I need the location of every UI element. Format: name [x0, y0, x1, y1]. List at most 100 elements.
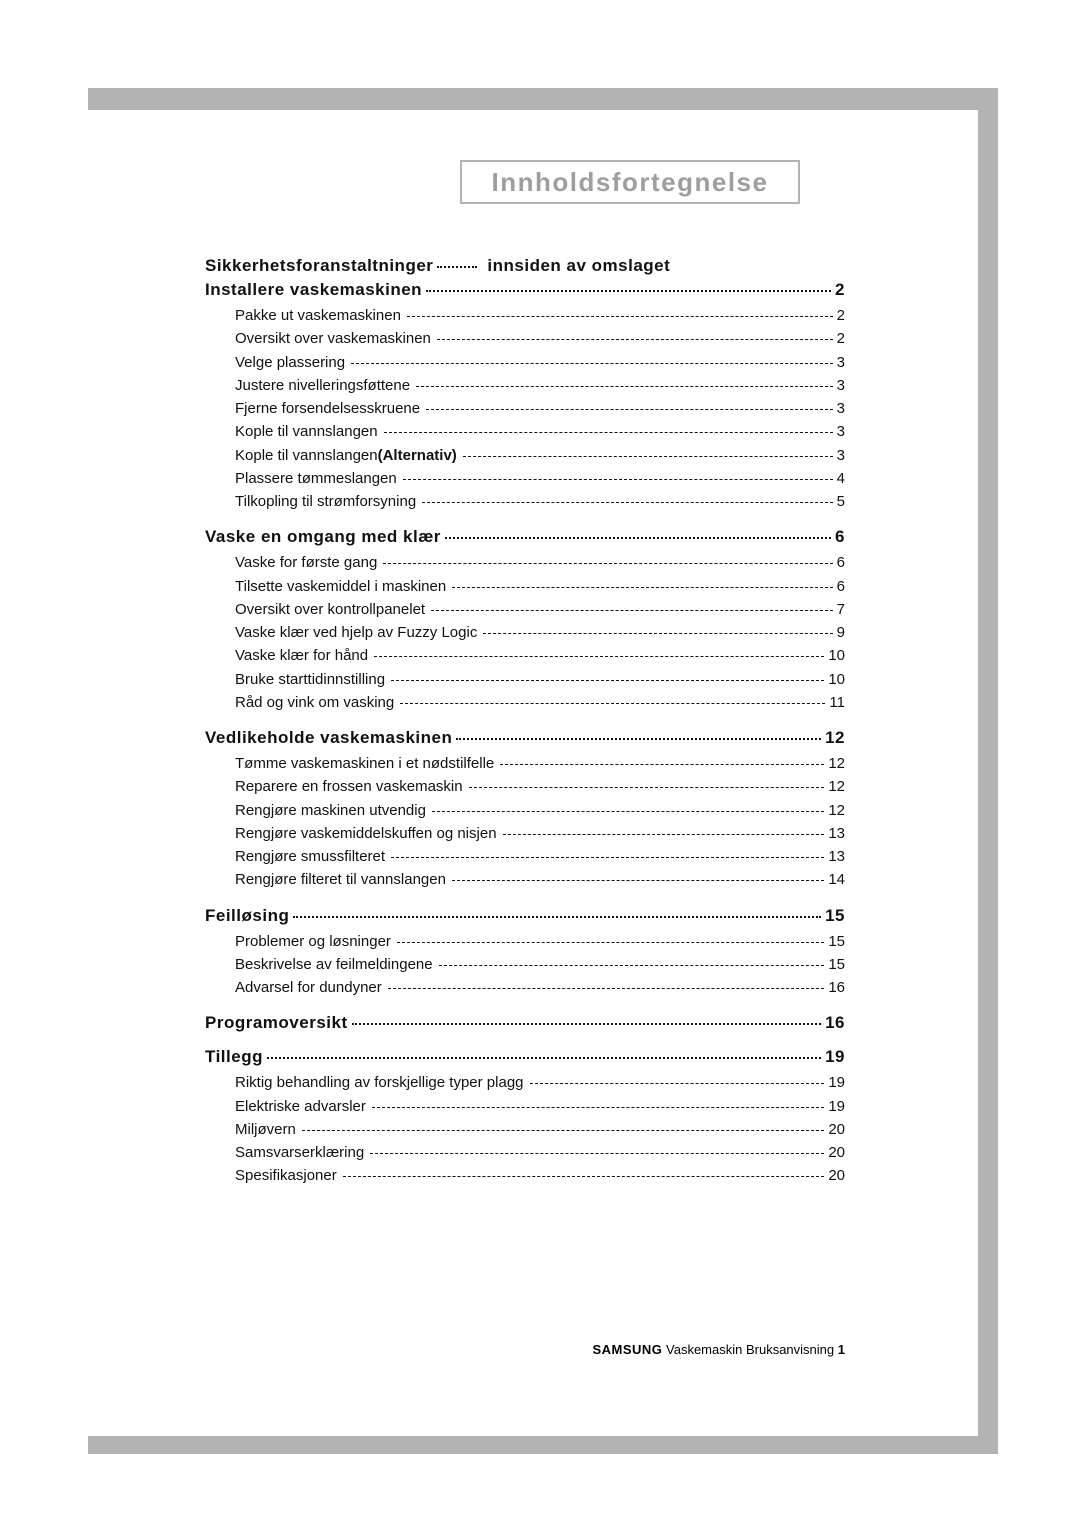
toc-item-label: Miljøvern	[235, 1118, 296, 1141]
toc-first-right: innsiden av omslaget	[487, 256, 670, 276]
toc-section-row: Programoversikt 16	[205, 1013, 845, 1033]
toc-item-label: Kople til vannslangen	[235, 444, 378, 467]
toc-item-page: 3	[837, 397, 845, 420]
toc-item-label: Kople til vannslangen	[235, 420, 378, 443]
toc-item-page: 2	[837, 304, 845, 327]
leader	[452, 880, 824, 881]
toc-item-page: 3	[837, 351, 845, 374]
toc-item-label: Vaske klær for hånd	[235, 644, 368, 667]
toc-item-label: Rengjøre maskinen utvendig	[235, 799, 426, 822]
toc-section-title: Programoversikt	[205, 1013, 348, 1033]
toc-item-row: Reparere en frossen vaskemaskin12	[235, 775, 845, 798]
footer-page-num: 1	[838, 1342, 845, 1357]
leader	[267, 1057, 821, 1059]
footer-text: Vaskemaskin Bruksanvisning	[666, 1342, 834, 1357]
toc-item-row: Råd og vink om vasking11	[235, 691, 845, 714]
decor-top-bar	[88, 88, 998, 110]
toc-item-page: 16	[828, 976, 845, 999]
toc-item-page: 20	[828, 1118, 845, 1141]
toc-item-row: Samsvarserklæring20	[235, 1141, 845, 1164]
toc-item-row: Kople til vannslangen3	[235, 420, 845, 443]
toc-section-page: 19	[825, 1047, 845, 1067]
toc-item-page: 6	[837, 551, 845, 574]
toc-item-row: Vaske klær ved hjelp av Fuzzy Logic 9	[235, 621, 845, 644]
toc-item-label: Reparere en frossen vaskemaskin	[235, 775, 463, 798]
toc-item-page: 10	[828, 644, 845, 667]
toc-item-page: 3	[837, 444, 845, 467]
toc-section-title: Tillegg	[205, 1047, 263, 1067]
toc-section-row: Installere vaskemaskinen2	[205, 280, 845, 300]
toc-item-label: Advarsel for dundyner	[235, 976, 382, 999]
toc-item-page: 6	[837, 575, 845, 598]
toc-first-line: Sikkerhetsforanstaltninger innsiden av o…	[205, 256, 845, 276]
leader	[403, 479, 833, 480]
toc-item-row: Justere nivelleringsføttene3	[235, 374, 845, 397]
toc-item-label: Vaske for første gang	[235, 551, 377, 574]
toc-section-title: Installere vaskemaskinen	[205, 280, 422, 300]
toc-item-page: 4	[837, 467, 845, 490]
leader	[302, 1130, 824, 1131]
leader	[437, 266, 477, 268]
toc-item-page: 9	[837, 621, 845, 644]
decor-bottom-bar	[88, 1436, 998, 1454]
toc-item-row: Vaske for første gang 6	[235, 551, 845, 574]
leader	[400, 703, 825, 704]
toc-item-label: Velge plassering	[235, 351, 345, 374]
toc-section-row: Feilløsing15	[205, 906, 845, 926]
toc-section-page: 16	[825, 1013, 845, 1033]
toc-item-row: Rengjøre smussfilteret 13	[235, 845, 845, 868]
toc-item-alt: (Alternativ)	[378, 444, 457, 467]
toc-section-title: Vaske en omgang med klær	[205, 527, 441, 547]
toc-section-page: 6	[835, 527, 845, 547]
toc-item-label: Råd og vink om vasking	[235, 691, 394, 714]
toc-item-row: Miljøvern 20	[235, 1118, 845, 1141]
toc-item-page: 15	[828, 953, 845, 976]
leader	[452, 587, 832, 588]
toc-item-page: 5	[837, 490, 845, 513]
leader	[416, 386, 833, 387]
toc-item-label: Oversikt over vaskemaskinen	[235, 327, 431, 350]
toc-item-label: Spesifikasjoner	[235, 1164, 337, 1187]
leader	[372, 1107, 824, 1108]
leader	[500, 764, 824, 765]
toc-item-label: Tilsette vaskemiddel i maskinen	[235, 575, 446, 598]
toc-item-label: Rengjøre vaskemiddelskuffen og nisjen	[235, 822, 497, 845]
leader	[431, 610, 833, 611]
toc-item-row: Bruke starttidinnstilling10	[235, 668, 845, 691]
toc-item-row: Vaske klær for hånd 10	[235, 644, 845, 667]
toc-item-page: 19	[828, 1071, 845, 1094]
leader	[374, 656, 824, 657]
toc-item-row: Rengjøre filteret til vannslangen14	[235, 868, 845, 891]
leader	[503, 834, 825, 835]
toc-section-page: 12	[825, 728, 845, 748]
toc-item-page: 20	[828, 1164, 845, 1187]
toc-item-row: Tømme vaskemaskinen i et nødstilfelle12	[235, 752, 845, 775]
toc-item-label: Oversikt over kontrollpanelet	[235, 598, 425, 621]
toc-item-row: Rengjøre vaskemiddelskuffen og nisjen13	[235, 822, 845, 845]
leader	[352, 1023, 821, 1025]
leader	[439, 965, 825, 966]
leader	[469, 787, 825, 788]
toc-item-row: Fjerne forsendelsesskruene 3	[235, 397, 845, 420]
toc-item-label: Rengjøre smussfilteret	[235, 845, 385, 868]
decor-right-bar	[978, 88, 998, 1454]
toc-item-label: Vaske klær ved hjelp av Fuzzy Logic	[235, 621, 477, 644]
toc-item-page: 12	[828, 799, 845, 822]
leader	[391, 680, 824, 681]
toc-item-row: Rengjøre maskinen utvendig 12	[235, 799, 845, 822]
leader	[391, 857, 824, 858]
toc-item-page: 20	[828, 1141, 845, 1164]
toc-item-label: Elektriske advarsler	[235, 1095, 366, 1118]
toc-item-row: Tilsette vaskemiddel i maskinen 6	[235, 575, 845, 598]
toc-item-label: Pakke ut vaskemaskinen	[235, 304, 401, 327]
toc-section-title: Vedlikeholde vaskemaskinen	[205, 728, 452, 748]
toc-item-label: Bruke starttidinnstilling	[235, 668, 385, 691]
leader	[422, 502, 832, 503]
title-box: Innholdsfortegnelse	[460, 160, 800, 204]
toc-item-row: Beskrivelse av feilmeldingene15	[235, 953, 845, 976]
toc-section-row: Vaske en omgang med klær 6	[205, 527, 845, 547]
toc-item-label: Fjerne forsendelsesskruene	[235, 397, 420, 420]
toc-item-page: 13	[828, 845, 845, 868]
toc-item-row: Pakke ut vaskemaskinen 2	[235, 304, 845, 327]
toc-section-row: Tillegg 19	[205, 1047, 845, 1067]
